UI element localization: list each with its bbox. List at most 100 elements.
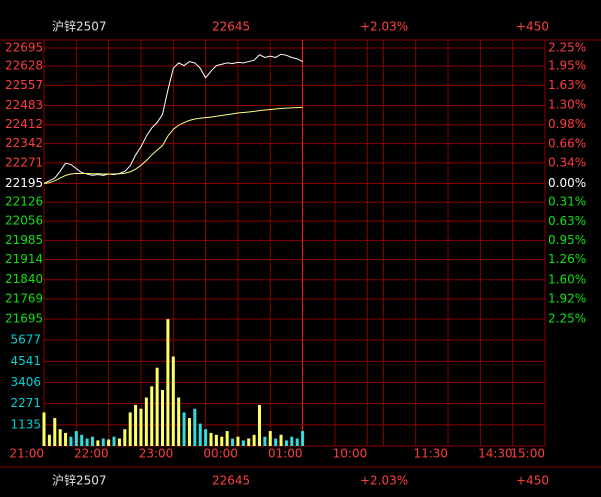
y2-tick-label: 0.34%: [548, 156, 586, 170]
volume-bar: [117, 438, 121, 446]
y2-tick-label: 1.30%: [548, 98, 586, 112]
volume-tick-label: 1135: [10, 417, 41, 431]
volume-bar: [144, 397, 148, 446]
y2-tick-label: 0.31%: [548, 195, 586, 209]
volume-bar: [101, 438, 105, 446]
volume-bar: [198, 423, 202, 446]
volume-bar: [220, 436, 224, 446]
volume-bar: [284, 440, 288, 446]
volume-bar: [64, 432, 68, 446]
volume-bar: [225, 431, 229, 446]
y-tick-label: 21769: [5, 291, 43, 305]
volume-bar: [295, 438, 299, 446]
y2-tick-label: 0.00%: [548, 176, 586, 190]
volume-bar: [193, 408, 197, 446]
volume-bar: [80, 434, 84, 446]
volume-tick-label: 4541: [10, 354, 41, 368]
volume-bar: [290, 436, 294, 446]
volume-bar: [252, 434, 256, 446]
volume-tick-label: 3406: [10, 375, 41, 389]
instrument-name: 沪锌2507: [52, 474, 107, 488]
volume-bar: [166, 319, 170, 446]
y-tick-label: 21695: [5, 312, 43, 326]
volume-bar: [177, 397, 181, 446]
x-tick-label: 23:00: [139, 447, 174, 461]
y2-tick-label: 1.60%: [548, 272, 586, 286]
y2-tick-label: 1.63%: [548, 78, 586, 92]
y2-tick-label: 2.25%: [548, 312, 586, 326]
x-tick-label: 11:30: [413, 447, 448, 461]
volume-bar: [263, 436, 267, 446]
y2-tick-label: 0.98%: [548, 117, 586, 131]
y-tick-label: 22056: [5, 214, 43, 228]
volume-bar: [268, 431, 272, 446]
volume-bar: [123, 429, 127, 446]
y-tick-label: 22342: [5, 136, 43, 150]
y2-tick-label: 0.95%: [548, 233, 586, 247]
volume-bar: [96, 440, 100, 446]
volume-bar: [214, 434, 218, 446]
volume-bar: [47, 434, 51, 446]
y-tick-label: 22695: [5, 41, 43, 55]
last-price: 22645: [212, 20, 250, 34]
x-tick-label: 01:00: [268, 447, 303, 461]
volume-bar: [139, 408, 143, 446]
volume-bar: [134, 404, 138, 446]
volume-bar: [58, 429, 62, 446]
volume-bar: [42, 412, 46, 446]
volume-bar: [69, 436, 73, 446]
volume-bar: [53, 418, 57, 446]
volume-tick-label: 5677: [10, 333, 41, 347]
y-tick-label: 22126: [5, 195, 43, 209]
x-tick-label: 22:00: [74, 447, 109, 461]
y2-tick-label: 0.66%: [548, 136, 586, 150]
volume-bar: [257, 404, 261, 446]
y2-tick-label: 1.92%: [548, 292, 586, 306]
y-tick-label: 22412: [5, 117, 43, 131]
volume-bar: [74, 431, 78, 446]
y-tick-label: 22271: [5, 155, 43, 169]
volume-bar: [274, 438, 278, 446]
plot-frame: [43, 39, 546, 447]
y-tick-label: 21985: [5, 233, 43, 247]
y-tick-label: 21914: [5, 252, 43, 266]
y2-tick-label: 1.26%: [548, 252, 586, 266]
price-line: [43, 53, 303, 184]
volume-bar: [241, 440, 245, 446]
instrument-name: 沪锌2507: [52, 20, 107, 34]
average-line: [43, 106, 303, 184]
volume-tick-label: 2271: [10, 396, 41, 410]
volume-bar: [247, 438, 251, 446]
y-tick-label: 22483: [5, 98, 43, 112]
y2-tick-label: 0.63%: [548, 214, 586, 228]
volume-bar: [301, 431, 305, 446]
volume-bar: [107, 439, 111, 446]
volume-bar: [182, 412, 186, 446]
volume-bar: [112, 436, 116, 446]
volume-bar: [90, 436, 94, 446]
volume-bar: [209, 432, 213, 446]
x-tick-label: 00:00: [203, 447, 238, 461]
x-tick-label: 21:00: [9, 447, 44, 461]
x-tick-label: 15:00: [510, 447, 545, 461]
y-tick-label: 21840: [5, 272, 43, 286]
x-tick-label: 14:30: [478, 447, 513, 461]
change: +450: [516, 20, 549, 34]
y2-tick-label: 1.95%: [548, 59, 586, 73]
y2-tick-label: 2.25%: [548, 41, 586, 55]
last-price: 22645: [212, 474, 250, 488]
y-tick-label: 22557: [5, 78, 43, 92]
volume-bar: [85, 438, 89, 446]
volume-bar: [231, 438, 235, 446]
volume-bar: [279, 434, 283, 446]
volume-bar: [204, 429, 208, 446]
volume-bar: [236, 436, 240, 446]
x-tick-label: 10:00: [333, 447, 368, 461]
change-percent: +2.03%: [360, 20, 408, 34]
y-tick-label: 22628: [5, 59, 43, 73]
change: +450: [516, 474, 549, 488]
volume-bar: [155, 367, 159, 446]
volume-bar: [171, 356, 175, 446]
